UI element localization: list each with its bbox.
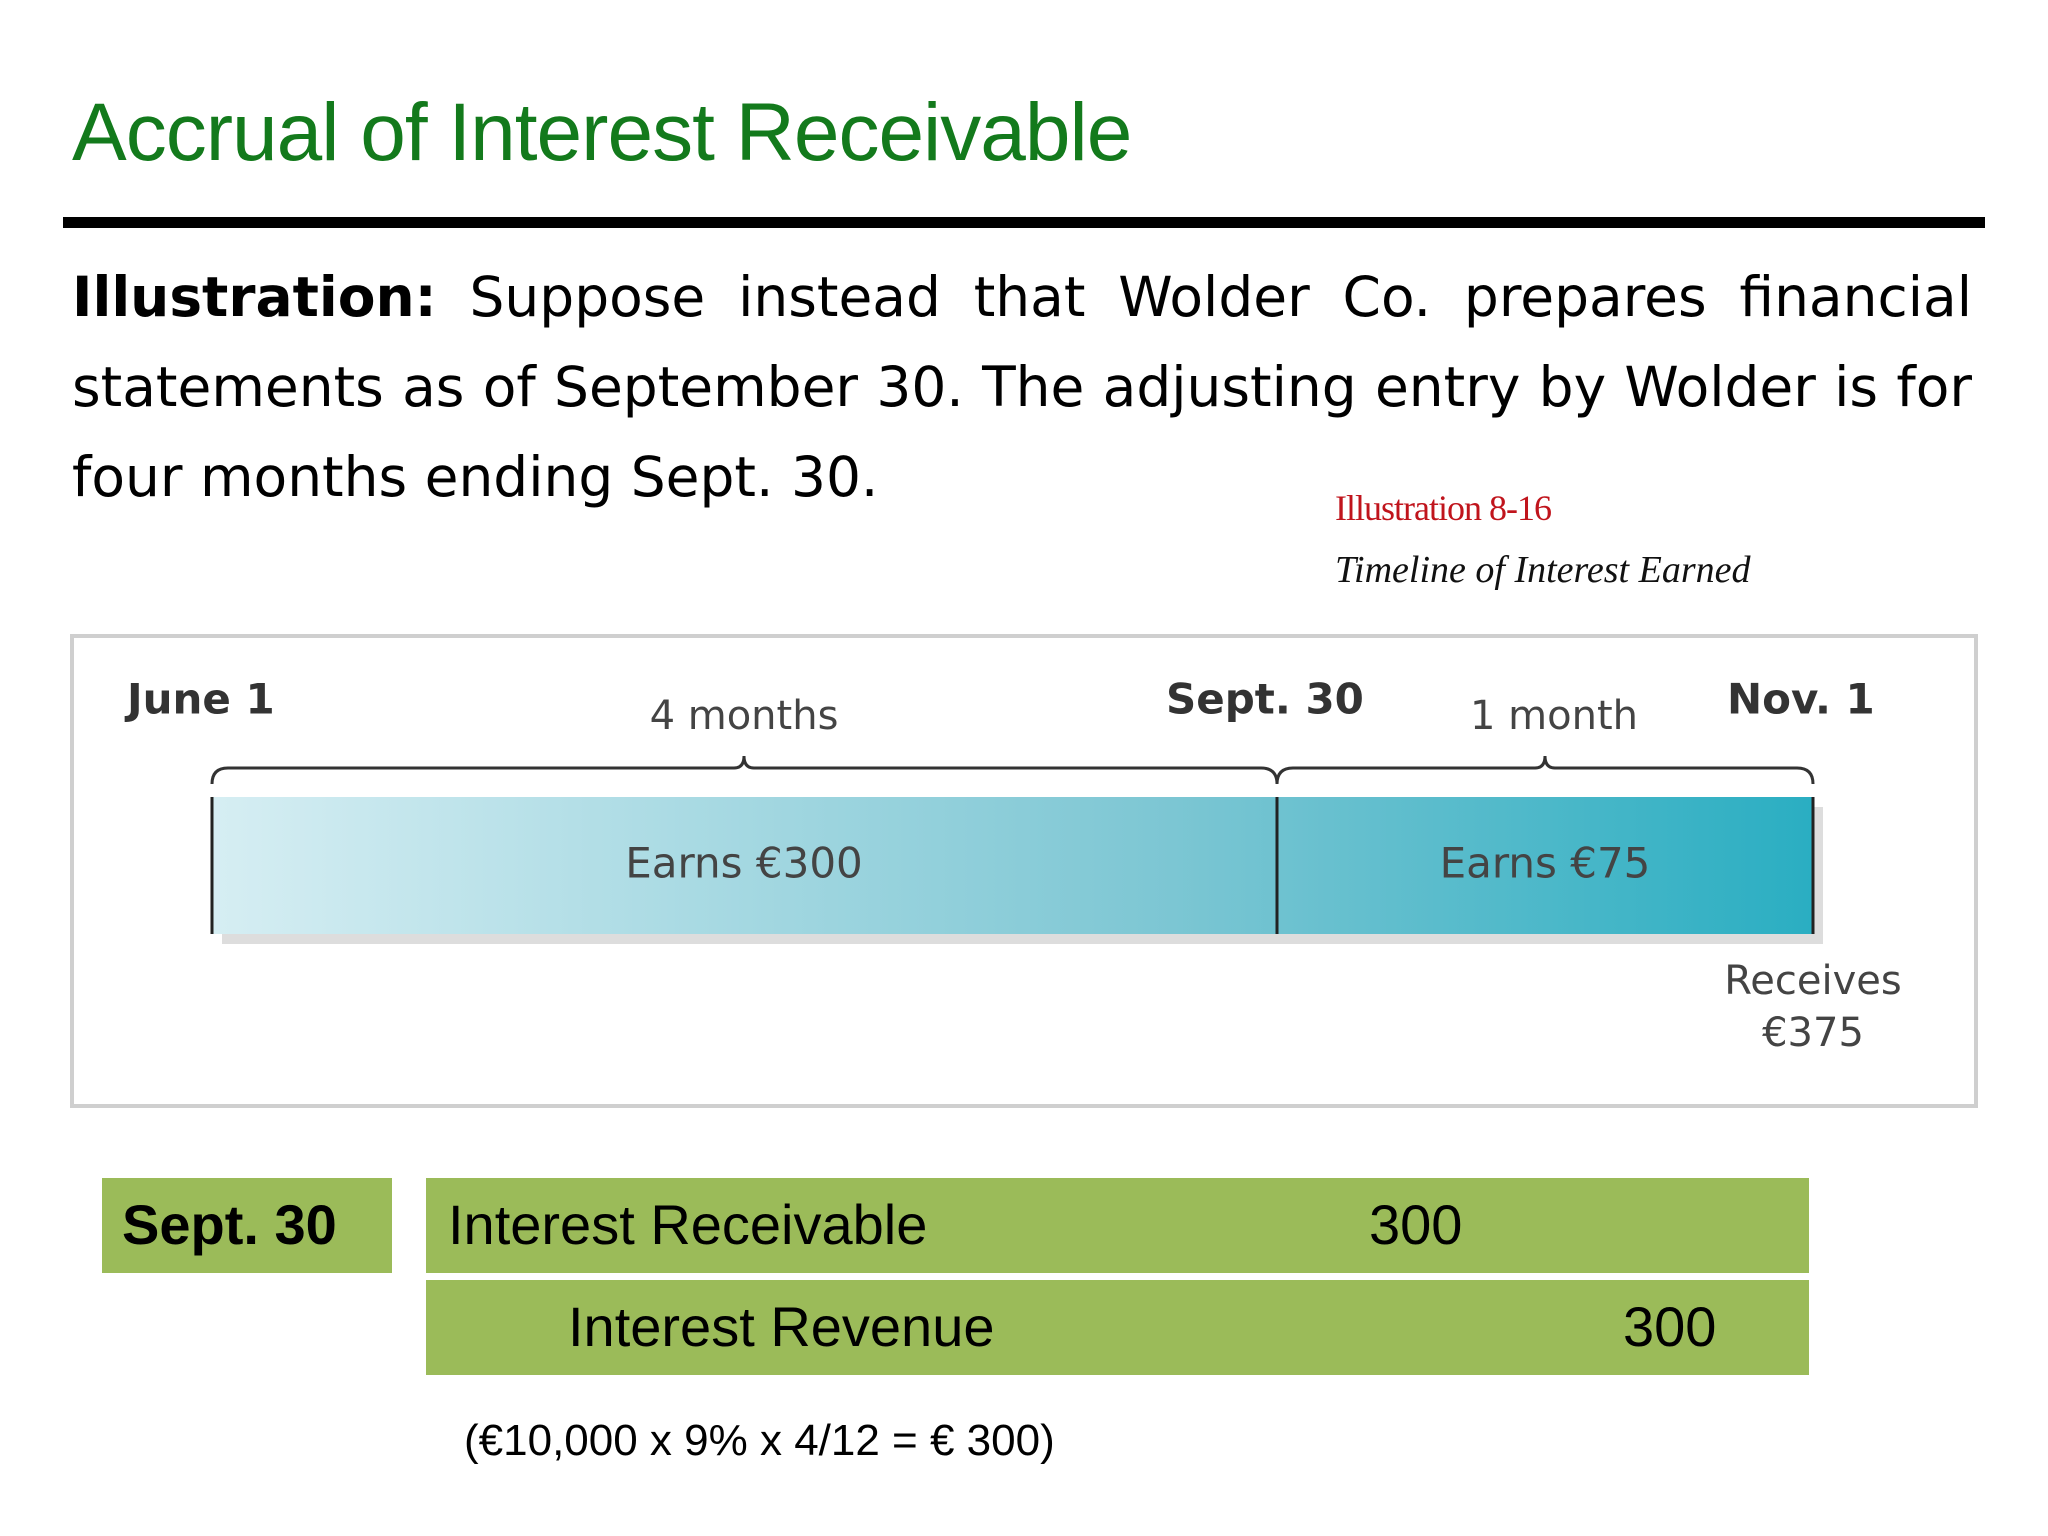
title-rule (63, 217, 1985, 228)
span-label: 1 month (1470, 693, 1638, 739)
timeline-frame (70, 634, 1978, 1108)
segment-label: Earns €300 (625, 839, 863, 888)
date-label: June 1 (124, 675, 275, 724)
debit: 300 (1369, 1193, 1463, 1256)
journal-date-cell: Sept. 30 (102, 1178, 392, 1273)
date-label: Sept. 30 (1166, 675, 1364, 724)
timeline-bar (212, 797, 1813, 934)
span-label: 4 months (650, 693, 839, 739)
calculation-note: (€10,000 x 9% x 4/12 = € 300) (464, 1416, 1055, 1465)
body-text: Illustration: Suppose instead that Wolde… (72, 252, 1972, 522)
account: Interest Receivable (448, 1193, 928, 1256)
brace (210, 755, 1279, 785)
segment-label: Earns €75 (1440, 839, 1651, 888)
date-label: Nov. 1 (1727, 675, 1875, 724)
brace (1275, 755, 1815, 785)
body-label: Illustration: (72, 265, 437, 329)
slide-title: Accrual of Interest Receivable (72, 87, 1132, 178)
figure-number: Illustration 8-16 (1335, 488, 1552, 528)
figure-caption: Timeline of Interest Earned (1335, 549, 1751, 591)
receipt-label: €375 (1762, 1010, 1864, 1056)
journal-date: Sept. 30 (122, 1193, 337, 1256)
journal-row: Interest Revenue 300 (426, 1280, 1809, 1375)
receipt-label: Receives (1724, 958, 1901, 1004)
body-sentence: Suppose instead that Wolder Co. prepares… (72, 265, 1973, 509)
account: Interest Revenue (568, 1295, 995, 1358)
credit: 300 (1623, 1295, 1717, 1358)
journal-row: Interest Receivable 300 (426, 1178, 1809, 1273)
